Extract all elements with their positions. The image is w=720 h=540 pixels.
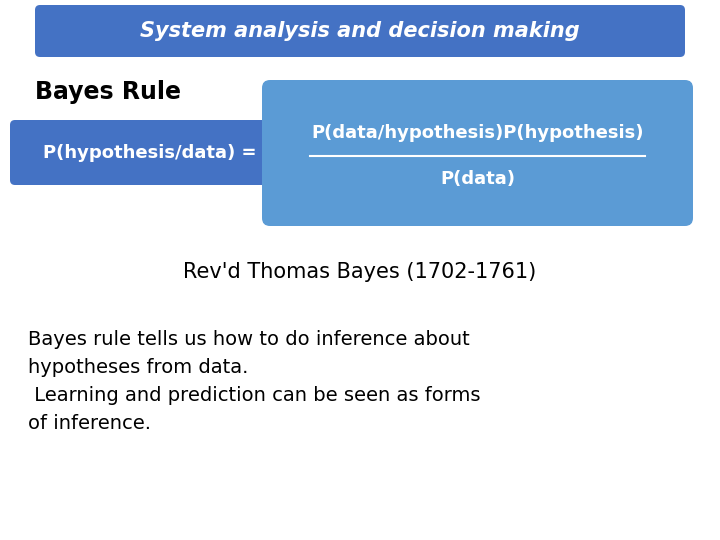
- Text: P(data): P(data): [440, 170, 515, 188]
- Text: Bayes Rule: Bayes Rule: [35, 80, 181, 104]
- Text: of inference.: of inference.: [28, 414, 151, 433]
- FancyBboxPatch shape: [262, 80, 693, 226]
- FancyBboxPatch shape: [35, 5, 685, 57]
- Text: System analysis and decision making: System analysis and decision making: [140, 21, 580, 41]
- FancyBboxPatch shape: [10, 120, 290, 185]
- Text: P(data/hypothesis)P(hypothesis): P(data/hypothesis)P(hypothesis): [311, 125, 644, 143]
- Text: Rev'd Thomas Bayes (1702-1761): Rev'd Thomas Bayes (1702-1761): [184, 262, 536, 282]
- Text: Bayes rule tells us how to do inference about: Bayes rule tells us how to do inference …: [28, 330, 469, 349]
- Text: Learning and prediction can be seen as forms: Learning and prediction can be seen as f…: [28, 386, 480, 405]
- Text: hypotheses from data.: hypotheses from data.: [28, 358, 248, 377]
- Text: P(hypothesis/data) =: P(hypothesis/data) =: [43, 144, 257, 161]
